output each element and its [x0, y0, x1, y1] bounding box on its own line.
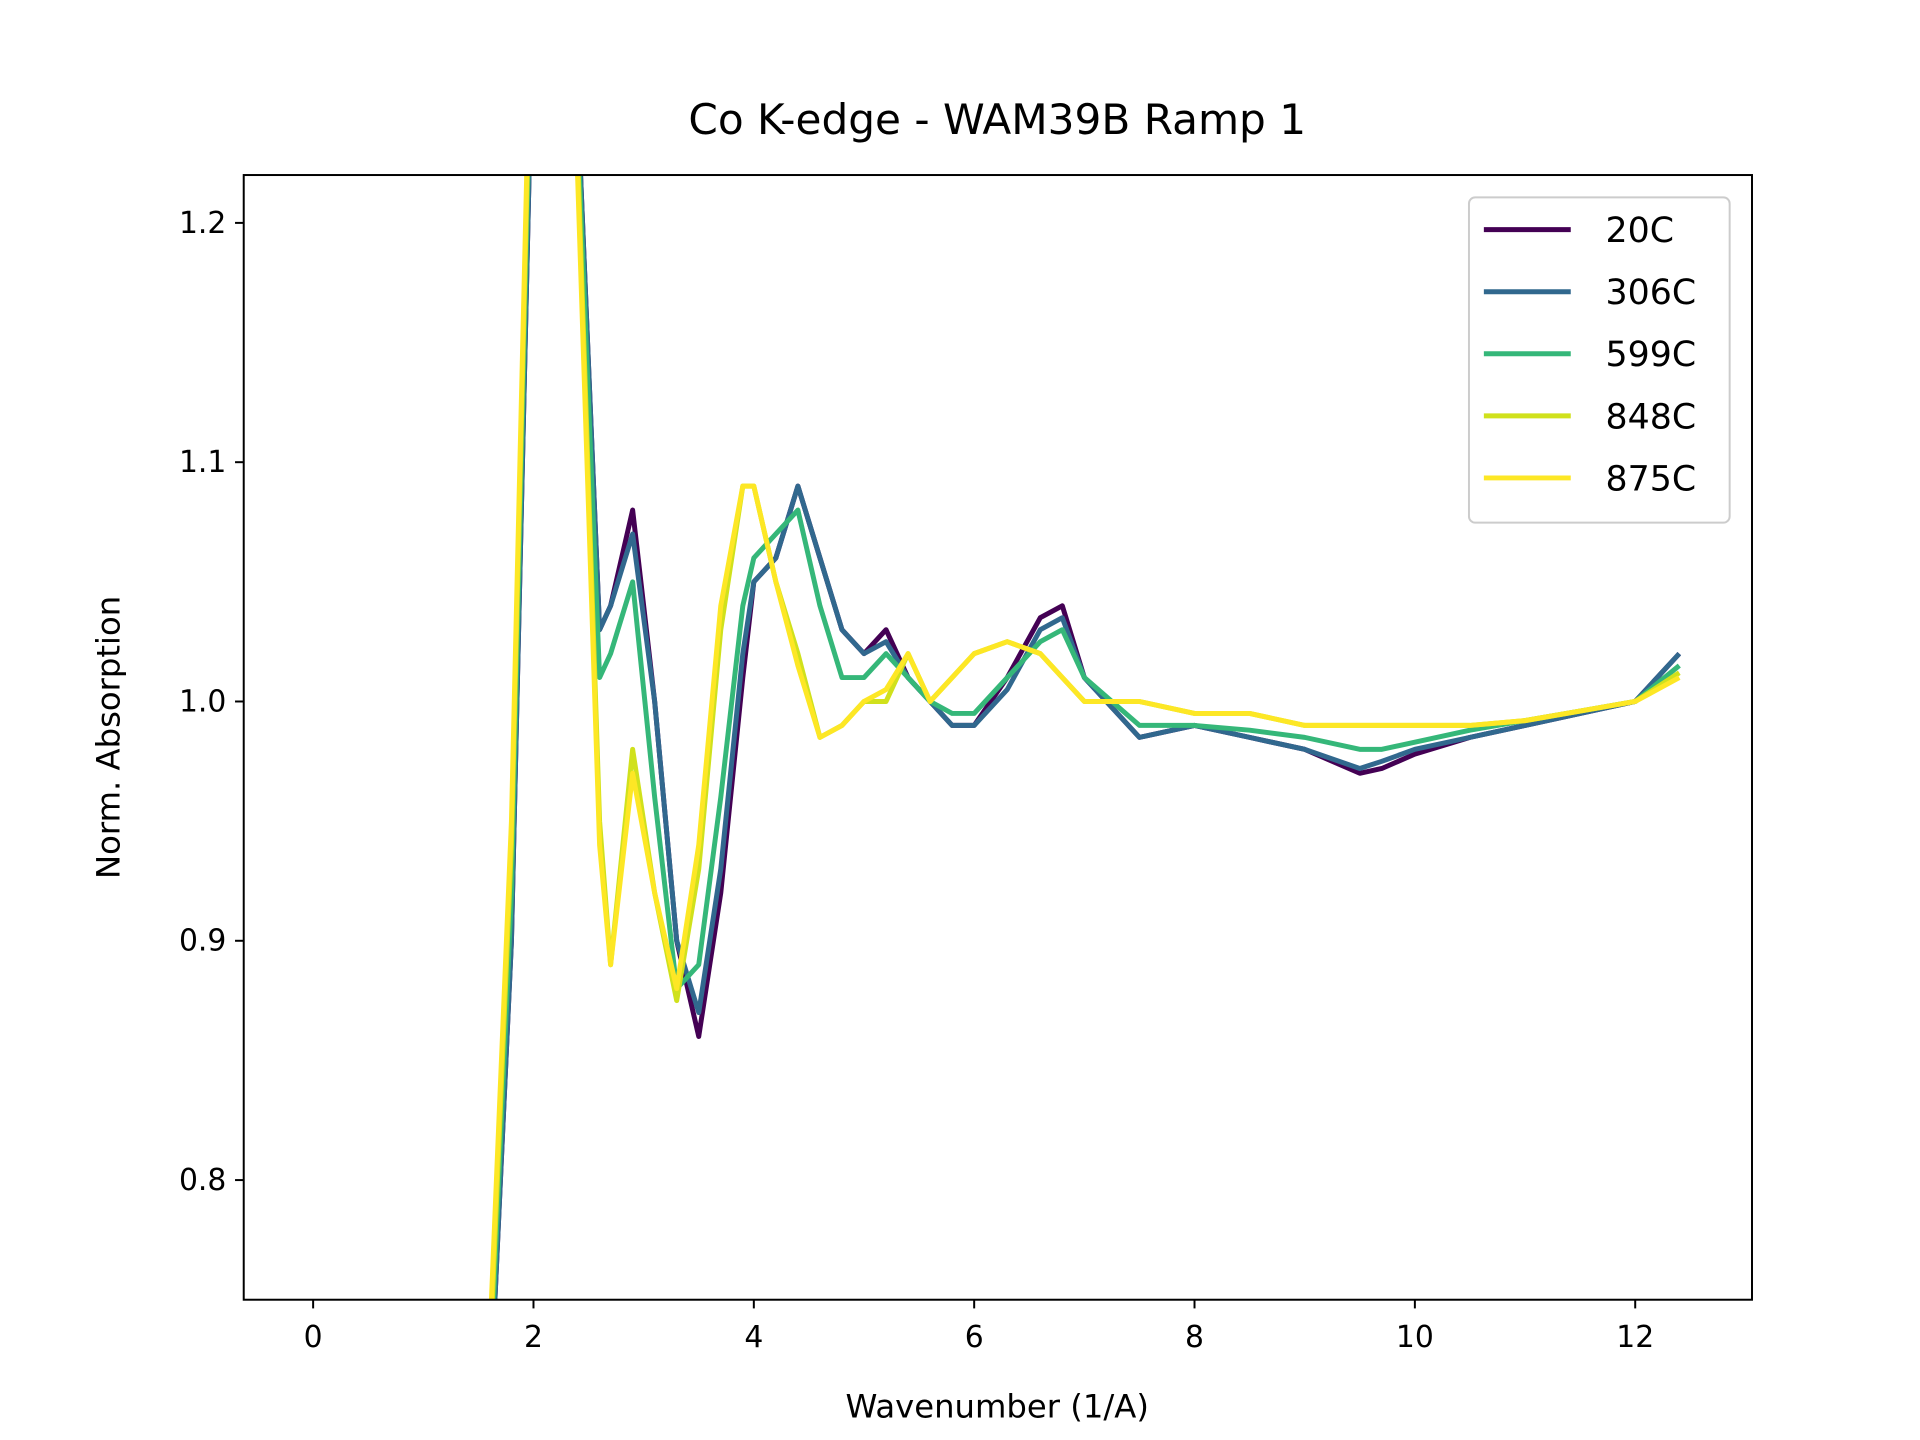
legend-label: 848C: [1606, 397, 1697, 437]
x-tick-label: 2: [524, 1320, 543, 1355]
x-tick-label: 8: [1185, 1320, 1204, 1355]
plot-frame: [242, 174, 1753, 1301]
y-tick-label: 1.0: [179, 684, 226, 719]
y-tick-label: 1.1: [179, 445, 226, 480]
chart-title: Co K-edge - WAM39B Ramp 1: [688, 95, 1306, 144]
x-tick-label: 0: [304, 1320, 323, 1355]
x-tick-label: 10: [1396, 1320, 1434, 1355]
y-tick-label: 0.9: [179, 924, 226, 959]
y-axis-label: Norm. Absorption: [90, 596, 128, 879]
x-tick-label: 4: [744, 1320, 763, 1355]
legend-box: [1467, 196, 1731, 524]
x-axis-label: Wavenumber (1/A): [846, 1388, 1149, 1426]
x-tick-label: 12: [1616, 1320, 1654, 1355]
series-line: [492, 175, 1682, 1300]
legend-label: 599C: [1606, 335, 1697, 375]
legend-label: 306C: [1606, 273, 1697, 313]
plot-lines: [488, 175, 1682, 1300]
legend-label: 875C: [1606, 459, 1697, 499]
x-tick-label: 6: [965, 1320, 984, 1355]
y-tick-label: 0.8: [179, 1163, 226, 1198]
series-line: [488, 175, 1681, 1300]
series-line: [492, 175, 1682, 1300]
series-line: [491, 175, 1681, 1300]
legend-label: 20C: [1606, 211, 1674, 251]
y-tick-label: 1.2: [179, 206, 226, 241]
